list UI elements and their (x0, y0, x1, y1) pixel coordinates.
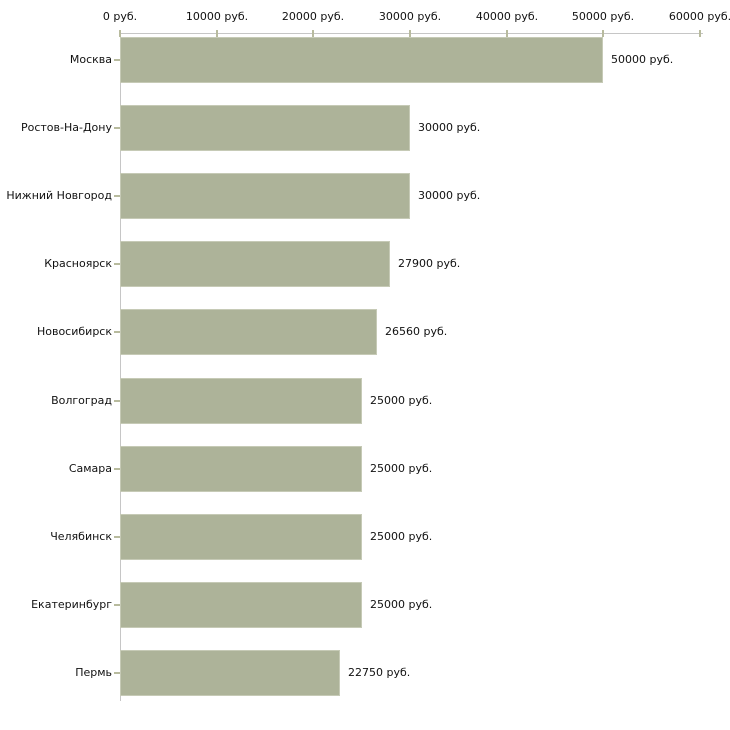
y-axis-tick (114, 59, 120, 61)
x-axis-tick-label: 10000 руб. (185, 10, 249, 23)
x-axis-tick (506, 30, 508, 37)
y-axis-tick (114, 331, 120, 333)
value-label: 50000 руб. (611, 53, 674, 66)
x-axis-tick-label: 20000 руб. (281, 10, 345, 23)
y-axis-tick (114, 672, 120, 674)
x-axis-tick-label: 40000 руб. (475, 10, 539, 23)
value-label: 25000 руб. (370, 462, 433, 475)
x-axis-tick-label: 50000 руб. (571, 10, 635, 23)
category-label: Новосибирск (36, 325, 112, 338)
bar (120, 378, 362, 424)
bar (120, 105, 410, 151)
bar (120, 650, 340, 696)
x-axis-tick (216, 30, 218, 37)
y-axis-tick (114, 468, 120, 470)
bar (120, 173, 410, 219)
category-label: Ростов-На-Дону (20, 121, 112, 134)
bar (120, 514, 362, 560)
y-axis-tick (114, 536, 120, 538)
category-label: Нижний Новгород (6, 189, 112, 202)
y-axis-line (120, 33, 121, 701)
category-label: Самара (68, 462, 112, 475)
value-label: 30000 руб. (418, 121, 481, 134)
category-label: Москва (69, 53, 112, 66)
x-axis-tick (119, 30, 121, 37)
y-axis-tick (114, 400, 120, 402)
value-label: 27900 руб. (398, 257, 461, 270)
x-axis-tick (602, 30, 604, 37)
category-label: Екатеринбург (31, 598, 112, 611)
x-axis-tick (312, 30, 314, 37)
x-axis-tick (699, 30, 701, 37)
bar (120, 446, 362, 492)
y-axis-tick (114, 604, 120, 606)
value-label: 22750 руб. (348, 666, 411, 679)
bar (120, 582, 362, 628)
y-axis-tick (114, 263, 120, 265)
value-label: 30000 руб. (418, 189, 481, 202)
bar (120, 37, 603, 83)
category-label: Челябинск (50, 530, 112, 543)
x-axis-tick (409, 30, 411, 37)
value-label: 25000 руб. (370, 598, 433, 611)
category-label: Волгоград (51, 394, 112, 407)
value-label: 25000 руб. (370, 394, 433, 407)
category-label: Пермь (75, 666, 112, 679)
value-label: 26560 руб. (385, 325, 448, 338)
bar (120, 309, 377, 355)
x-axis-line (120, 33, 703, 34)
bar (120, 241, 390, 287)
x-axis-tick-label: 30000 руб. (378, 10, 442, 23)
y-axis-tick (114, 127, 120, 129)
y-axis-tick (114, 195, 120, 197)
x-axis-tick-label: 60000 руб. (668, 10, 730, 23)
value-label: 25000 руб. (370, 530, 433, 543)
category-label: Красноярск (44, 257, 112, 270)
x-axis-tick-label: 0 руб. (102, 10, 138, 23)
